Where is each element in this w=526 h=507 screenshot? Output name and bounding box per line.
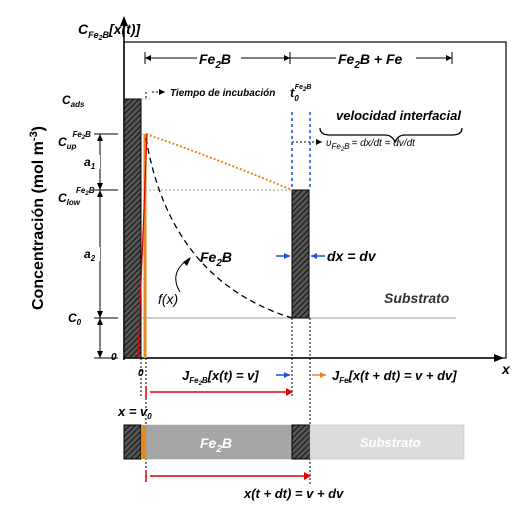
j-fe2b-label: JFe2B[x(t) = v]	[182, 368, 259, 387]
a1-label: a1	[84, 155, 96, 171]
fe2b-fe-region-label: Fe2B + Fe	[338, 51, 403, 71]
orange-profile-curve	[145, 133, 293, 191]
c-low-label: ClowFe2B	[58, 186, 95, 207]
x-axis-label: x	[501, 361, 511, 377]
c-ads-label: Cads	[62, 93, 85, 109]
bottom-bar-interface	[291, 424, 311, 460]
bottom-bar-substrate-label: Substrato	[360, 435, 421, 450]
j-fe-label: JFe[x(t + dt) = v + dv]	[332, 368, 457, 385]
x-v0-label: x = v0	[117, 404, 152, 421]
substrate-label: Substrato	[384, 290, 450, 306]
red-profile-line	[137, 133, 148, 359]
bottom-bar-fe2b-label: Fe2B	[200, 435, 232, 455]
y-axis-top-label: CFe2B[x(t)]	[78, 21, 141, 42]
interface-velocity-label: velocidad interfacial	[336, 108, 461, 123]
c0-label: C0	[68, 311, 82, 327]
fe2b-region-label: Fe2B	[199, 51, 231, 71]
velocity-brace	[319, 127, 463, 144]
surface-hatched-bar	[123, 98, 142, 359]
bottom-bar-surface	[123, 424, 142, 460]
origin-x-label: 0	[138, 368, 144, 379]
c-up-label: CupFe2B	[58, 130, 91, 151]
y-axis-title: Concentración (mol m-3)	[28, 126, 47, 310]
incubation-time-label: Tiempo de incubación	[170, 88, 275, 99]
interface-hatched-bar	[291, 189, 310, 319]
bottom-bar-orange	[141, 425, 146, 459]
dx-dv-label: dx = dv	[327, 248, 377, 264]
fe2b-layer-label: Fe2B	[200, 249, 232, 269]
a2-label: a2	[84, 247, 96, 263]
bottom-bar-fe2b	[145, 424, 293, 460]
upsilon-equation: υFe2B = dx/dt = dv/dt	[326, 138, 416, 153]
bottom-bar-substrate	[309, 424, 465, 460]
concentration-profile-curve	[145, 137, 293, 319]
x-t-dt-label: x(t + dt) = v + dv	[243, 486, 344, 501]
t0-fe2b-label: t0Fe2B	[290, 84, 311, 103]
fx-label: f(x)	[158, 291, 178, 307]
